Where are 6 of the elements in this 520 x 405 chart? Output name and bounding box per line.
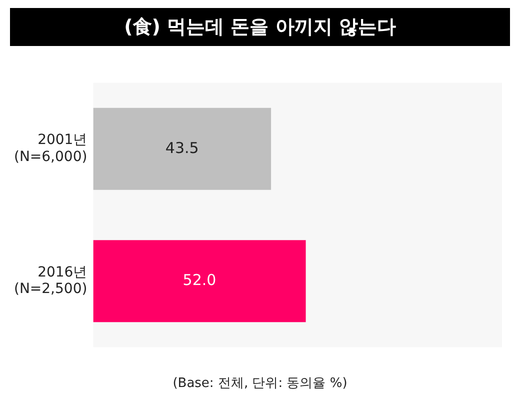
- text: (Base: 전체, 단위: 동의율 %): [172, 375, 348, 392]
- y-tick-label: 2001년 (N=6,000): [14, 132, 88, 165]
- data-label: 43.5: [165, 138, 199, 157]
- data-label: 52.0: [182, 270, 216, 289]
- y-tick-label: 2016년 (N=2,500): [14, 264, 88, 298]
- chart-title: (食) 먹는데 돈을 아끼지 않는다: [10, 8, 510, 46]
